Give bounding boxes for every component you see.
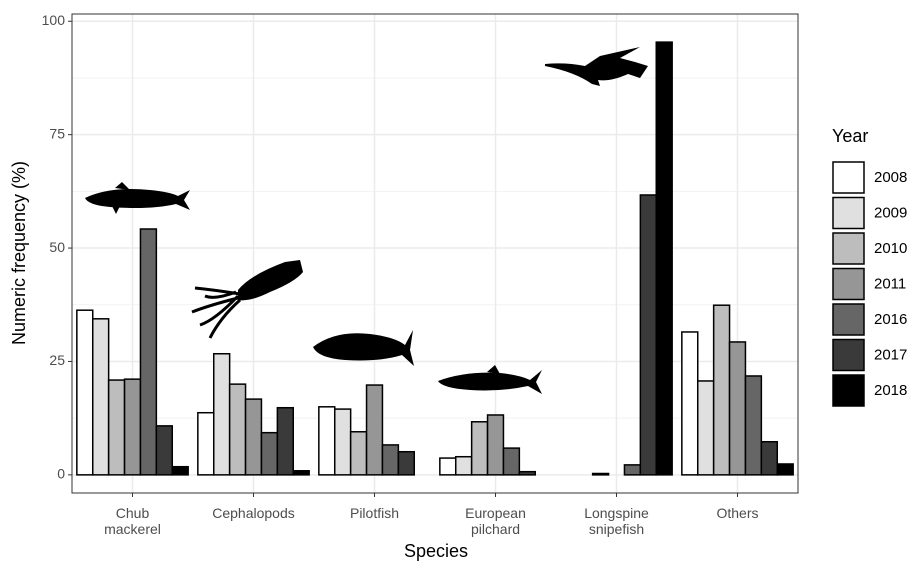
bar [681,331,699,476]
legend-swatch [832,161,865,194]
bar [171,465,189,476]
legend-swatch [832,232,865,265]
bar [333,408,352,476]
bar [728,341,747,476]
legend-label: 2016 [874,311,907,328]
y-tick-label: 100 [42,12,66,28]
y-axis-title: Numeric frequency (%) [9,161,29,345]
legend-label: 2010 [874,240,907,257]
bar [776,463,794,476]
legend-swatch [832,374,865,407]
bar [760,440,779,476]
x-tick-label: Others [716,505,759,521]
bar [155,425,174,476]
bar [123,378,142,476]
y-tick-label: 75 [49,125,65,141]
bar [76,309,94,476]
bar [696,380,715,476]
bar [244,398,263,476]
bar [744,375,763,476]
panel-border [71,13,799,494]
bar [107,379,126,476]
bar [439,457,457,476]
bar [639,194,658,476]
bar [486,414,505,476]
legend-swatch [832,338,865,372]
y-tick-label: 25 [49,352,65,368]
legend-swatch [832,267,865,301]
legend-label: 2009 [874,204,907,221]
bar [454,455,473,476]
bar [655,41,673,476]
bar [623,464,642,476]
x-tick-label: European pilchard [465,505,526,537]
bar [518,470,537,476]
x-tick-label: Cephalopods [212,505,295,521]
bar [712,304,731,476]
bar [139,228,158,476]
bar [292,470,310,476]
bar [228,383,247,476]
bar [197,411,215,476]
legend-title: Year [832,126,868,146]
bar [276,406,295,476]
bar [91,318,110,476]
bar [318,406,336,476]
x-tick-label: Pilotfish [349,505,400,521]
legend-label: 2018 [874,382,907,399]
bar [381,444,400,476]
silhouettes [85,47,648,394]
bar [260,431,279,476]
bar [470,421,489,476]
bar [397,450,416,476]
x-tick-label: Longspine snipefish [584,505,649,537]
x-tick-label: Chub mackerel [104,505,161,537]
bar [502,447,521,476]
bar [212,352,231,476]
legend-label: 2008 [874,169,907,186]
legend-label: 2017 [874,346,907,363]
bar [349,431,368,476]
bar [365,384,384,476]
legend-label: 2011 [874,275,906,292]
y-tick-label: 50 [49,239,65,255]
y-tick-label: 0 [57,466,65,482]
bar [591,472,610,476]
legend-swatch [832,303,865,336]
x-axis-title: Species [404,541,468,561]
legend-swatch [832,196,865,230]
